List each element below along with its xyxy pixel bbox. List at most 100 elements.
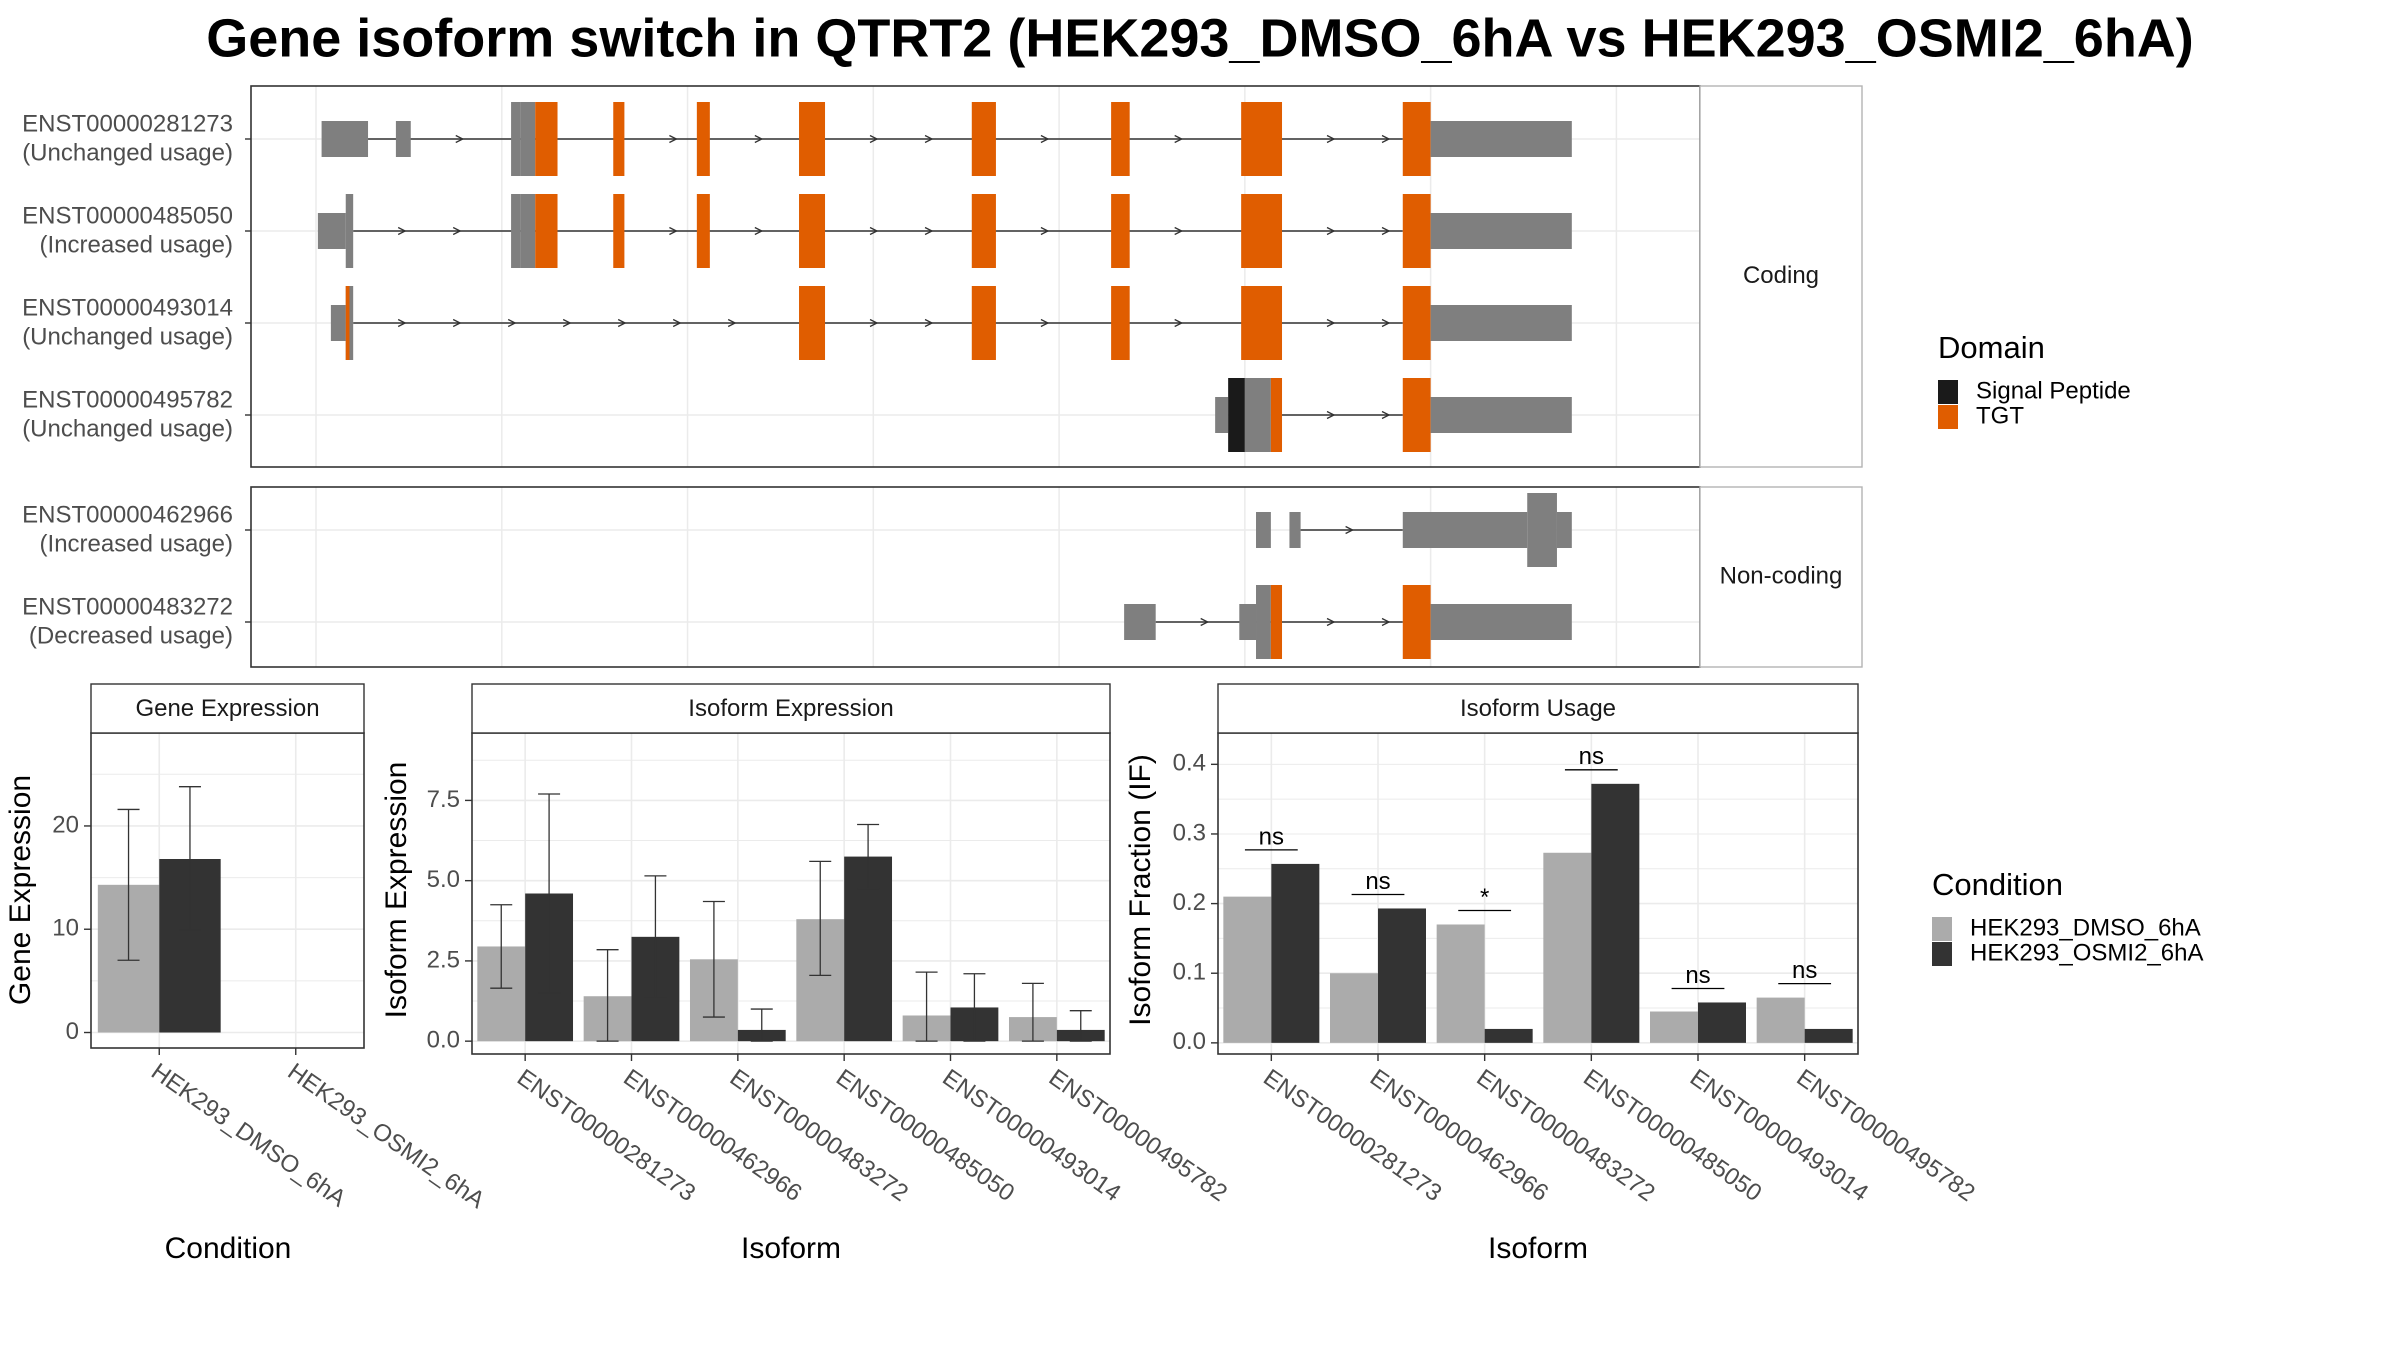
intron-arrow [924, 226, 934, 236]
significance-label: ns [1365, 868, 1390, 895]
x-tick-label: ENST00000495782 [1044, 1064, 1232, 1207]
exon-tgt-domain [1270, 585, 1283, 659]
exon-utr [1430, 397, 1572, 433]
intron-arrow [452, 226, 462, 236]
exon-tgt-domain [1241, 194, 1283, 268]
intron-arrow [507, 318, 517, 328]
bar [1804, 1028, 1853, 1043]
significance-label: ns [1579, 743, 1604, 770]
domain-legend-item-label: TGT [1976, 402, 2024, 429]
x-tick-label: ENST00000462966 [618, 1064, 806, 1207]
intron-arrow [452, 318, 462, 328]
transcript-id-label: ENST00000495782 [22, 386, 233, 413]
exon-utr [317, 213, 346, 249]
intron-arrow [1326, 410, 1336, 420]
y-tick-label: 0 [66, 1018, 79, 1045]
intron-arrow [455, 134, 465, 144]
exon-utr [1430, 604, 1572, 640]
exon-tgt-domain [1402, 585, 1431, 659]
exon-coding [1256, 585, 1271, 659]
condition-legend-swatch [1932, 942, 1952, 966]
structure-facet-0: ENST00000281273(Unchanged usage)ENST0000… [22, 85, 1863, 468]
exon-tgt-domain [613, 194, 625, 268]
bar [1484, 1028, 1533, 1043]
x-tick-label: ENST00000462966 [1365, 1064, 1553, 1207]
facet-strip [1699, 486, 1863, 668]
transcript-ENST00000483272: ENST00000483272(Decreased usage) [22, 585, 1572, 659]
chart-2: ns ns * ns ns ns Isoform Usage 0.0 0.1 0.2 0.3 0.4 E… [1124, 683, 1980, 1265]
y-axis-title: Gene Expression [4, 775, 37, 1005]
x-tick-label: ENST00000493014 [1685, 1064, 1873, 1207]
x-axis-title: Isoform [1488, 1232, 1588, 1265]
exon-tgt-domain [696, 102, 710, 176]
exon-noncoding-wide [1527, 493, 1557, 567]
facet-label: Coding [1743, 262, 1819, 289]
y-tick-label: 0.3 [1173, 819, 1206, 846]
intron-arrow [397, 318, 407, 328]
exon-utr [1215, 397, 1229, 433]
intron-arrow [1040, 226, 1050, 236]
intron-arrow [669, 134, 678, 144]
chart-title: Gene Expression [135, 695, 319, 722]
exon-utr [1256, 512, 1271, 548]
intron-arrow [617, 318, 627, 328]
exon-utr [321, 121, 369, 157]
bar [1756, 997, 1805, 1043]
transcript-ENST00000485050: ENST00000485050(Increased usage) [22, 194, 1572, 268]
chart-1: Isoform Expression 0.0 2.5 5.0 7.5 ENST000002… [380, 683, 1232, 1265]
transcript-ENST00000493014: ENST00000493014(Unchanged usage) [22, 286, 1572, 360]
x-tick-label: ENST00000485050 [1578, 1064, 1766, 1207]
chart-panel-bg [472, 733, 1110, 1054]
condition-legend-item-label: HEK293_OSMI2_6hA [1970, 939, 2203, 966]
y-tick-label: 0.4 [1173, 750, 1206, 777]
exon-utr [1402, 512, 1528, 548]
exon-tgt-domain [1241, 286, 1283, 360]
transcript-usage-label: (Increased usage) [40, 231, 233, 258]
transcript-id-label: ENST00000493014 [22, 294, 233, 321]
exon-tgt-domain [1270, 378, 1283, 452]
y-tick-label: 7.5 [427, 786, 460, 813]
intron-arrow [1381, 318, 1391, 328]
bar [1591, 783, 1640, 1043]
exon-utr [1430, 213, 1572, 249]
bar [1436, 924, 1485, 1043]
exon-tgt-domain [1402, 378, 1431, 452]
intron-arrow [754, 134, 764, 144]
exon-tgt-domain [613, 102, 625, 176]
exon-coding [511, 194, 521, 268]
chart-0: Gene Expression01020HEK293_DMSO_6hAHEK29… [4, 683, 489, 1265]
y-tick-label: 0.0 [427, 1027, 460, 1054]
exon-utr [1556, 512, 1572, 548]
transcript-id-label: ENST00000483272 [22, 593, 233, 620]
exon-tgt-domain [696, 194, 710, 268]
y-axis-title: Isoform Fraction (IF) [1124, 754, 1157, 1026]
domain-legend-item-label: Signal Peptide [1976, 377, 2131, 404]
exon-utr [1430, 305, 1572, 341]
significance-label: ns [1792, 957, 1817, 984]
x-tick-label: ENST00000483272 [1472, 1064, 1660, 1207]
y-tick-label: 2.5 [427, 946, 460, 973]
intron-arrow [1174, 226, 1184, 236]
x-tick-label: ENST00000495782 [1792, 1064, 1980, 1207]
chart-panel-bg [1218, 733, 1858, 1054]
exon-tgt-domain [1241, 102, 1283, 176]
intron-arrow [397, 226, 407, 236]
exon-tgt-domain [799, 102, 826, 176]
y-tick-label: 0.0 [1173, 1028, 1206, 1055]
bar [1378, 908, 1426, 1043]
chart-strip [1217, 683, 1859, 734]
exon-utr [395, 121, 411, 157]
facet-strip [1699, 85, 1863, 468]
exon-utr [1289, 512, 1301, 548]
intron-arrow [924, 134, 934, 144]
exon-utr [330, 305, 346, 341]
intron-arrow [1326, 226, 1336, 236]
condition-legend-title: Condition [1932, 867, 2063, 902]
exon-utr [1239, 604, 1257, 640]
intron-arrow [1381, 617, 1391, 627]
y-tick-label: 5.0 [427, 866, 460, 893]
chart-title: Isoform Expression [688, 695, 893, 722]
